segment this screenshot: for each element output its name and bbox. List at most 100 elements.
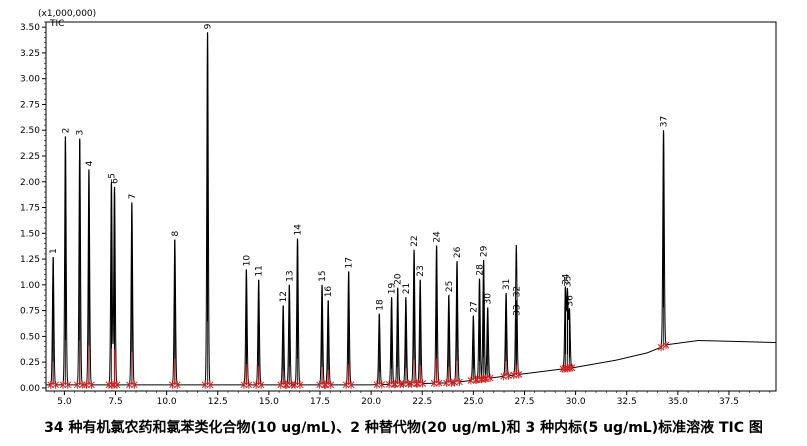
peak-marker <box>47 380 55 389</box>
peak-marker <box>419 379 427 388</box>
peak-label-28: 28 <box>476 264 486 276</box>
peak-marker <box>252 380 260 389</box>
peak-marker <box>283 380 291 389</box>
peak-label-32: 32 <box>512 286 522 297</box>
peak-label-1: 1 <box>49 248 59 254</box>
peak-labels: 12 34567891011121314151617181920212223242… <box>49 23 669 316</box>
x-tick-label: 35.0 <box>668 397 688 407</box>
peak-marker <box>130 380 138 389</box>
peak-label-37: 37 <box>660 116 670 127</box>
peak-label-13: 13 <box>285 270 295 281</box>
peak-marker <box>385 380 393 389</box>
x-tick-label: 7.5 <box>108 397 122 407</box>
peak-marker <box>342 380 350 389</box>
x-tick-label: 25.0 <box>463 397 483 407</box>
x-tick-label: 20.0 <box>361 397 381 407</box>
peak-marker <box>400 380 407 389</box>
peak-marker <box>443 378 450 387</box>
x-tick-label: 27.5 <box>514 397 534 407</box>
peak-label-36: 36 <box>565 295 575 307</box>
x-axis: 5.0 7.5 10.0 12.5 15.0 17.5 20.0 22.5 25.0 27.5 30… <box>53 391 771 407</box>
peak-marker <box>277 380 285 389</box>
peak-marker <box>88 380 95 389</box>
tic-trace-line <box>46 34 776 386</box>
x-tick-label: 15.0 <box>259 397 279 407</box>
x-tick-label: 22.5 <box>412 397 432 407</box>
peak-label-10: 10 <box>242 255 252 267</box>
peak-label-26: 26 <box>453 246 463 258</box>
peak-marker <box>657 343 665 352</box>
x-tick-label: 37.5 <box>719 397 739 407</box>
peak-label-20: 20 <box>394 273 404 285</box>
peak-marker <box>373 380 381 389</box>
peak-label-21: 21 <box>402 283 412 294</box>
peak-label-30: 30 <box>484 293 494 305</box>
peak-marker <box>201 380 209 389</box>
peak-label-34: 34 <box>561 273 571 285</box>
peak-marker <box>173 380 181 389</box>
peak-label-33: 33 <box>512 304 522 315</box>
peak-marker <box>321 380 328 389</box>
peak-marker <box>59 380 67 389</box>
plot-frame <box>45 21 777 392</box>
peak-marker <box>391 380 399 389</box>
peak-marker <box>568 363 576 372</box>
peak-marker <box>515 370 523 379</box>
peak-label-29: 29 <box>480 245 490 257</box>
peak-label-19: 19 <box>388 282 398 294</box>
peak-marker <box>316 380 323 389</box>
peak-label-17: 17 <box>345 257 355 268</box>
peak-marker <box>282 380 290 389</box>
x-tick-label: 30.0 <box>566 397 586 407</box>
peak-marker <box>257 380 265 389</box>
peak-marker <box>327 380 334 389</box>
y-tick-label: 3.25 <box>20 49 40 59</box>
chromatogram-trace <box>46 32 776 386</box>
x-tick-label: 32.5 <box>617 397 637 407</box>
y-tick-label: 0.25 <box>20 358 40 368</box>
peak-label-6: 6 <box>111 178 121 184</box>
peak-label-11: 11 <box>255 265 265 276</box>
y-axis: 0.00 0.25 0.50 0.75 1.00 1.25 1.50 1.75 2.00 2.25… <box>20 21 46 394</box>
peak-label-2: 2 <box>61 128 71 134</box>
peak-marker <box>291 380 299 389</box>
trace-label: TIC <box>49 19 64 29</box>
peak-markers <box>47 341 670 389</box>
peak-marker <box>52 380 59 389</box>
peak-label-22: 22 <box>410 235 420 246</box>
y-tick-label: 2.25 <box>20 152 40 162</box>
peak-marker <box>206 380 214 389</box>
x-tick-label: 5.0 <box>57 397 72 407</box>
peak-marker <box>430 379 438 388</box>
peak-label-16: 16 <box>324 286 334 298</box>
y-tick-label: 0.50 <box>20 332 40 342</box>
y-tick-label: 1.75 <box>20 204 40 214</box>
x-tick-label: 12.5 <box>208 397 228 407</box>
peak-label-25: 25 <box>445 281 455 292</box>
y-tick-label: 2.75 <box>20 100 40 110</box>
figure-caption: 34 种有机氯农药和氯苯类化合物(10 ug/mL)、2 种替代物(20 ug/… <box>44 420 763 436</box>
peak-label-3: 3 <box>76 130 86 136</box>
multiplier-label: (x1,000,000) <box>38 9 96 19</box>
peak-label-27: 27 <box>469 301 479 312</box>
peak-marker <box>296 380 304 389</box>
y-tick-label: 2.00 <box>20 178 40 188</box>
peak-label-5: 5 <box>107 173 117 179</box>
x-tick-label: 10.0 <box>157 397 177 407</box>
y-tick-label: 0.00 <box>20 384 40 394</box>
peak-marker <box>126 380 133 389</box>
peak-marker <box>347 380 355 389</box>
y-tick-label: 1.50 <box>20 229 40 239</box>
peak-marker <box>435 379 443 388</box>
peak-marker <box>113 380 121 389</box>
peak-marker <box>245 380 253 389</box>
peak-marker <box>413 379 420 388</box>
peak-marker <box>322 380 330 389</box>
peak-marker <box>83 380 90 389</box>
peak-label-12: 12 <box>279 291 289 302</box>
peak-marker <box>378 380 386 389</box>
peak-marker <box>169 380 176 389</box>
peak-label-23: 23 <box>416 265 426 276</box>
y-tick-label: 0.75 <box>20 307 40 317</box>
